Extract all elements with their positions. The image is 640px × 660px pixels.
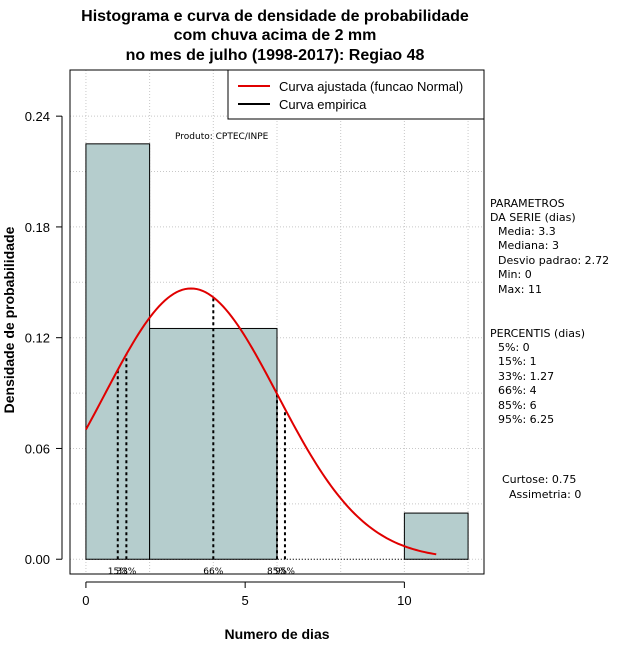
params-title-2: DA SERIE (dias)	[490, 211, 576, 224]
percentile-label: 66%	[203, 567, 223, 577]
legend: Curva ajustada (funcao Normal) Curva emp…	[227, 69, 485, 120]
skewness: Assimetria: 0	[509, 488, 581, 501]
percentile-label: 95%	[275, 567, 295, 577]
x-tick-label: 10	[397, 593, 411, 608]
percentile-label: 15%	[108, 567, 128, 577]
y-tick-label: 0.18	[25, 220, 50, 235]
percentile-66: 66%: 4	[498, 384, 537, 397]
x-tick-label: 5	[242, 593, 249, 608]
y-tick-label: 0.24	[25, 109, 50, 124]
params-title-1: PARAMETROS	[490, 197, 565, 210]
stats-panel: PARAMETROS DA SERIE (dias) Media: 3.3 Me…	[490, 197, 609, 501]
percentile-lines: 15%33% 66% 85%95%	[108, 297, 295, 577]
param-min: Min: 0	[498, 268, 532, 281]
y-tick-label: 0.00	[25, 552, 50, 567]
x-tick-label: 0	[82, 593, 89, 608]
percentiles-title: PERCENTIS (dias)	[490, 327, 585, 340]
param-desvio: Desvio padrao: 2.72	[498, 254, 609, 267]
product-annotation: Produto: CPTEC/INPE	[175, 132, 269, 142]
chart-title-line-1: Histograma e curva de densidade de proba…	[81, 8, 469, 25]
histogram-bar	[85, 143, 151, 560]
chart-title-line-2: com chuva acima de 2 mm	[174, 27, 377, 44]
axes: 0.00 0.06 0.12 0.18 0.24 0 5 10	[25, 109, 412, 608]
percentile-label: 33%	[116, 567, 136, 577]
chart-title-line-3: no mes de julho (1998-2017): Regiao 48	[126, 47, 425, 64]
percentile-label: 85%	[267, 567, 287, 577]
param-max: Max: 11	[498, 283, 542, 296]
x-axis-title: Numero de dias	[224, 626, 329, 642]
percentile-33: 33%: 1.27	[498, 370, 554, 383]
y-tick-label: 0.06	[25, 441, 50, 456]
y-tick-label: 0.12	[25, 331, 50, 346]
percentile-5: 5%: 0	[498, 341, 530, 354]
param-media: Media: 3.3	[498, 225, 556, 238]
param-mediana: Mediana: 3	[498, 239, 559, 252]
legend-label-empirical: Curva empirica	[279, 97, 367, 112]
kurtosis: Curtose: 0.75	[502, 473, 576, 486]
percentile-85: 85%: 6	[498, 399, 537, 412]
percentile-95: 95%: 6.25	[498, 413, 554, 426]
legend-box	[227, 69, 485, 120]
legend-label-fit: Curva ajustada (funcao Normal)	[279, 79, 463, 94]
normal-fit-curve	[85, 287, 437, 556]
y-axis-title: Densidade de probabilidade	[1, 226, 17, 413]
percentile-15: 15%: 1	[498, 355, 537, 368]
histogram-bar	[403, 512, 469, 560]
